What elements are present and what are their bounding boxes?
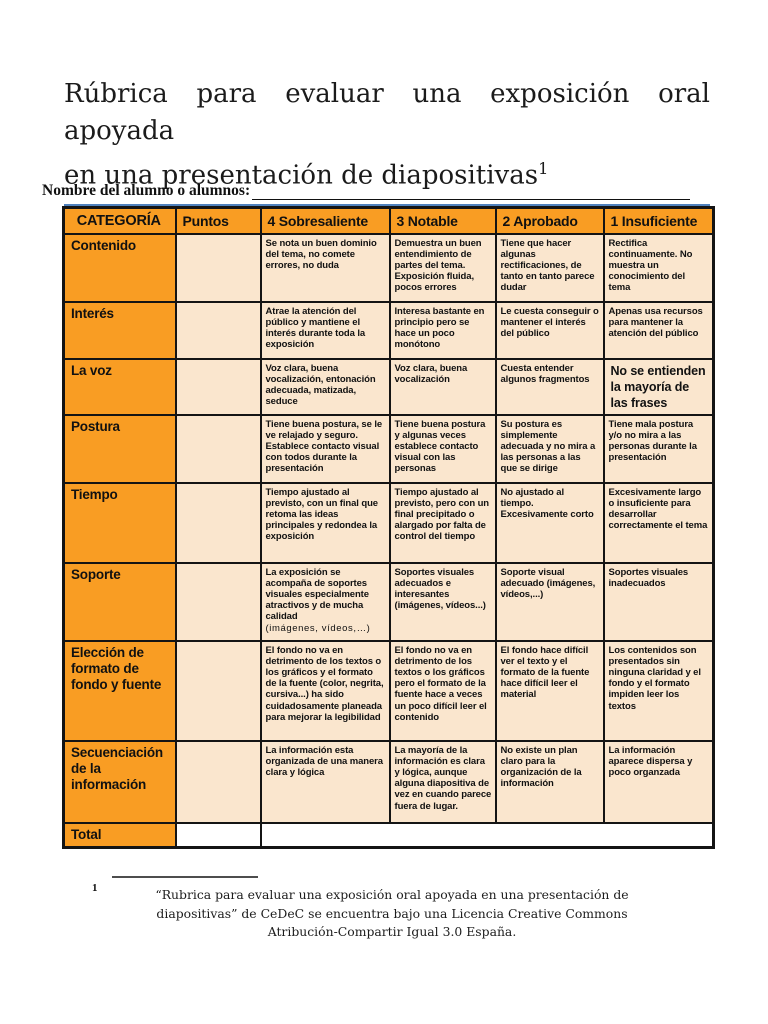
- puntos-cell: [174, 413, 262, 484]
- puntos-cell: [174, 561, 262, 642]
- puntos-cell: [174, 357, 262, 416]
- descriptor-cell: Apenas usa recursos para mantener la ate…: [602, 300, 715, 360]
- descriptor-cell: Le cuesta conseguir o mantener el interé…: [494, 300, 605, 360]
- student-name-row: Nombre del alumno o alumnos:: [42, 182, 690, 200]
- table-row: Interés Atrae la atención del público y m…: [62, 300, 715, 360]
- descriptor-cell: Cuesta entender algunos fragmentos: [494, 357, 605, 416]
- descriptor-cell: La exposición se acompaña de soportes vi…: [259, 561, 391, 642]
- table-row: Soporte La exposición se acompaña de sopo…: [62, 561, 715, 642]
- table-row: Postura Tiene buena postura, se le ve rel…: [62, 413, 715, 484]
- table-row: La voz Voz clara, buena vocalización, ent…: [62, 357, 715, 416]
- rubric-table-body: Contenido Se nota un buen dominio del tem…: [62, 232, 715, 849]
- descriptor-cell: El fondo no va en detrimento de los text…: [259, 639, 391, 742]
- table-row: Secuenciación de la información La inform…: [62, 739, 715, 824]
- footnote-separator-line: [112, 876, 258, 878]
- footnote-reference: 1: [538, 159, 549, 178]
- category-cell: Contenido: [62, 232, 177, 303]
- student-name-blank-line: [252, 184, 690, 200]
- total-merged-cell: [259, 821, 715, 849]
- descriptor-cell: Su postura es simplemente adecuada y no …: [494, 413, 605, 484]
- table-header-row: CATEGORÍA Puntos 4 Sobresaliente 3 Notab…: [62, 206, 715, 235]
- puntos-cell: [174, 739, 262, 824]
- descriptor-cell: Atrae la atención del público y mantiene…: [259, 300, 391, 360]
- header-notable: 3 Notable: [388, 206, 497, 235]
- category-cell: La voz: [62, 357, 177, 416]
- puntos-cell: [174, 639, 262, 742]
- puntos-cell: [174, 232, 262, 303]
- descriptor-cell: Voz clara, buena vocalización: [388, 357, 497, 416]
- category-cell: Tiempo: [62, 481, 177, 564]
- category-cell: Secuenciación de la información: [62, 739, 177, 824]
- descriptor-cell: El fondo hace difícil ver el texto y el …: [494, 639, 605, 742]
- puntos-cell: [174, 300, 262, 360]
- footnote-text: “Rubrica para evaluar una exposición ora…: [155, 887, 629, 940]
- descriptor-cell: Tiene buena postura, se le ve relajado y…: [259, 413, 391, 484]
- descriptor-cell: Rectifica continuamente. No muestra un c…: [602, 232, 715, 303]
- table-row: Total: [62, 821, 715, 849]
- descriptor-cell: Tiene mala postura y/o no mira a las per…: [602, 413, 715, 484]
- descriptor-text: No se entienden la mayoría de las frases: [610, 363, 706, 410]
- table-row: Elección de formato de fondo y fuente El …: [62, 639, 715, 742]
- descriptor-cell: Excesivamente largo o insuficiente para …: [602, 481, 715, 564]
- student-name-label: Nombre del alumno o alumnos:: [42, 182, 251, 199]
- descriptor-cell: La información esta organizada de una ma…: [259, 739, 391, 824]
- descriptor-cell: Soportes visuales adecuados e interesant…: [388, 561, 497, 642]
- descriptor-text: La exposición se acompaña de soportes vi…: [265, 566, 370, 623]
- descriptor-cell: La mayoría de la información es clara y …: [388, 739, 497, 824]
- descriptor-suffix: (imágenes, vídeos,…): [265, 622, 371, 634]
- descriptor-cell: Voz clara, buena vocalización, entonació…: [259, 357, 391, 416]
- descriptor-cell: Soporte visual adecuado (imágenes, vídeo…: [494, 561, 605, 642]
- page-title-line2: en una presentación de diapositivas1: [64, 159, 549, 191]
- category-cell: Soporte: [62, 561, 177, 642]
- descriptor-cell: El fondo no va en detrimento de los text…: [388, 639, 497, 742]
- descriptor-cell: No se entienden la mayoría de las frases: [602, 357, 715, 416]
- table-row: Tiempo Tiempo ajustado al previsto, con u…: [62, 481, 715, 564]
- category-cell: Interés: [62, 300, 177, 360]
- category-cell: Postura: [62, 413, 177, 484]
- descriptor-cell: No existe un plan claro para la organiza…: [494, 739, 605, 824]
- descriptor-cell: Tiene que hacer algunas rectificaciones,…: [494, 232, 605, 303]
- footnote-marker: 1: [92, 882, 98, 894]
- category-cell: Elección de formato de fondo y fuente: [62, 639, 177, 742]
- descriptor-cell: Tiempo ajustado al previsto, pero con un…: [388, 481, 497, 564]
- descriptor-cell: Soportes visuales inadecuados: [602, 561, 715, 642]
- header-categoria: CATEGORÍA: [62, 206, 177, 235]
- table-row: Contenido Se nota un buen dominio del tem…: [62, 232, 715, 303]
- descriptor-cell: Se nota un buen dominio del tema, no com…: [259, 232, 391, 303]
- page-title: Rúbrica para evaluar una exposición oral…: [64, 76, 710, 206]
- descriptor-cell: Tiempo ajustado al previsto, con un fina…: [259, 481, 391, 564]
- descriptor-cell: Tiene buena postura y algunas veces esta…: [388, 413, 497, 484]
- puntos-cell: [174, 821, 262, 849]
- descriptor-cell: La información aparece dispersa y poco o…: [602, 739, 715, 824]
- descriptor-cell: Los contenidos son presentados sin ningu…: [602, 639, 715, 742]
- descriptor-cell: Demuestra un buen entendimiento de parte…: [388, 232, 497, 303]
- header-aprobado: 2 Aprobado: [494, 206, 605, 235]
- page-title-line1: Rúbrica para evaluar una exposición oral…: [64, 79, 710, 146]
- descriptor-cell: Interesa bastante en principio pero se h…: [388, 300, 497, 360]
- header-insuficiente: 1 Insuficiente: [602, 206, 715, 235]
- descriptor-cell: No ajustado al tiempo. Excesivamente cor…: [494, 481, 605, 564]
- header-puntos: Puntos: [174, 206, 262, 235]
- puntos-cell: [174, 481, 262, 564]
- category-cell: Total: [62, 821, 177, 849]
- header-sobresaliente: 4 Sobresaliente: [259, 206, 391, 235]
- rubric-table: CATEGORÍA Puntos 4 Sobresaliente 3 Notab…: [62, 206, 715, 849]
